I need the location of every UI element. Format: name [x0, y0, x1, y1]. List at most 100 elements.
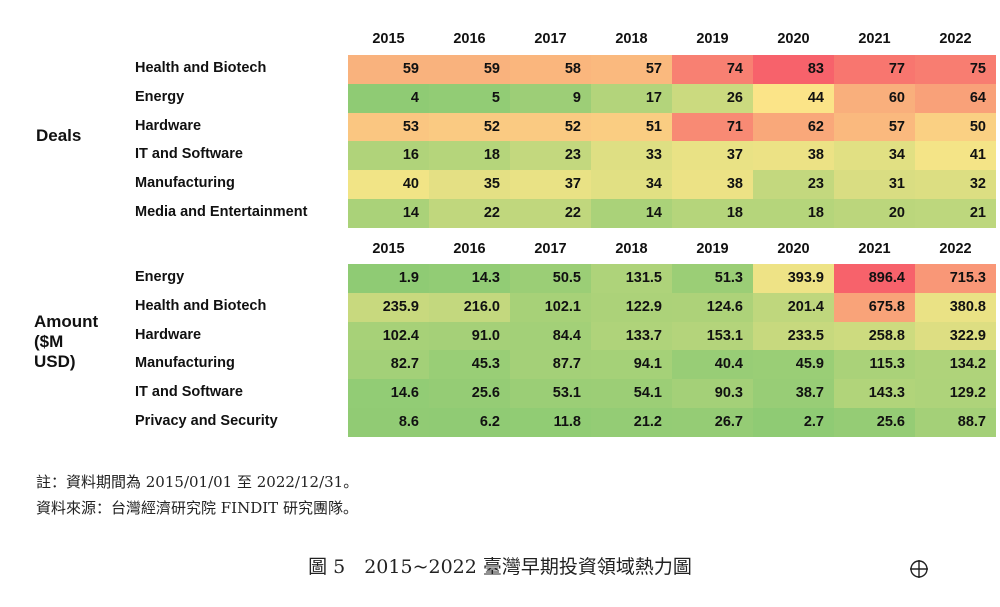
amount-cell: 380.8: [915, 292, 996, 322]
amount-year-header: 2015: [372, 241, 405, 257]
deals-cell: 9: [510, 83, 591, 113]
deals-year-header: 2019: [696, 31, 729, 47]
amount-year-header: 2016: [453, 241, 486, 257]
deals-row-label: Hardware: [135, 117, 202, 134]
deals-row-label: Media and Entertainment: [135, 204, 308, 220]
amount-cell: 14.6: [348, 379, 429, 408]
deals-cell: 41: [915, 141, 996, 171]
note-period: 註：資料期間為 2015/01/01 至 2022/12/31。: [36, 473, 359, 491]
deals-cell: 22: [429, 199, 510, 228]
amount-cell: 45.3: [429, 350, 510, 380]
amount-cell: 6.2: [429, 408, 510, 437]
amount-cell: 45.9: [753, 350, 834, 380]
amount-cell: 129.2: [915, 379, 996, 408]
amount-cell: 87.7: [510, 350, 591, 380]
deals-cell: 74: [672, 55, 753, 84]
amount-cell: 393.9: [753, 264, 834, 293]
amount-cell: 54.1: [591, 379, 672, 408]
deals-cell: 83: [753, 55, 834, 84]
deals-cell: 38: [753, 141, 834, 171]
deals-cell: 16: [348, 141, 429, 171]
amount-cell: 133.7: [591, 321, 672, 351]
amount-cell: 25.6: [834, 408, 915, 437]
amount-cell: 26.7: [672, 408, 753, 437]
amount-cell: 94.1: [591, 350, 672, 380]
amount-cell: 675.8: [834, 292, 915, 322]
amount-section-label: Amount ($M USD): [34, 312, 99, 371]
amount-row-label: IT and Software: [135, 384, 243, 401]
amount-cell: 14.3: [429, 264, 510, 293]
deals-cell: 34: [834, 141, 915, 171]
deals-cell: 59: [429, 55, 510, 84]
amount-year-header: 2019: [696, 241, 729, 257]
deals-cell: 23: [753, 170, 834, 199]
deals-cell: 4: [348, 83, 429, 113]
amount-cell: 102.1: [510, 292, 591, 322]
deals-cell: 35: [429, 170, 510, 199]
amount-row-label: Health and Biotech: [135, 297, 267, 314]
amount-cell: 25.6: [429, 379, 510, 408]
deals-cell: 58: [510, 55, 591, 84]
amount-cell: 50.5: [510, 264, 591, 293]
deals-cell: 59: [348, 55, 429, 84]
amount-cell: 82.7: [348, 350, 429, 380]
amount-cell: 84.4: [510, 321, 591, 351]
deals-cell: 77: [834, 55, 915, 84]
amount-year-header: 2017: [534, 241, 567, 257]
amount-cell: 88.7: [915, 408, 996, 437]
amount-cell: 715.3: [915, 264, 996, 293]
deals-row-label: Manufacturing: [135, 175, 235, 192]
deals-cell: 23: [510, 141, 591, 171]
deals-cell: 64: [915, 83, 996, 113]
deals-cell: 57: [834, 112, 915, 142]
amount-row-label: Energy: [135, 269, 185, 285]
deals-cell: 75: [915, 55, 996, 84]
figure-caption: 圖 5 2015~2022 臺灣早期投資領域熱力圖: [308, 556, 692, 578]
deals-cell: 21: [915, 199, 996, 228]
deals-cell: 18: [753, 199, 834, 228]
amount-cell: 124.6: [672, 292, 753, 322]
deals-cell: 50: [915, 112, 996, 142]
deals-cell: 17: [591, 83, 672, 113]
deals-cell: 33: [591, 141, 672, 171]
deals-cell: 18: [429, 141, 510, 171]
amount-year-header: 2018: [615, 241, 648, 257]
amount-cell: 1.9: [348, 264, 429, 293]
deals-cell: 31: [834, 170, 915, 199]
amount-cell: 143.3: [834, 379, 915, 408]
deals-year-header: 2017: [534, 31, 567, 47]
amount-cell: 235.9: [348, 292, 429, 322]
amount-year-header: 2020: [777, 241, 810, 257]
amount-cell: 90.3: [672, 379, 753, 408]
deals-year-header: 2016: [453, 31, 486, 47]
deals-cell: 57: [591, 55, 672, 84]
amount-cell: 322.9: [915, 321, 996, 351]
deals-cell: 52: [429, 112, 510, 142]
amount-cell: 53.1: [510, 379, 591, 408]
deals-row-label: Health and Biotech: [135, 60, 267, 76]
deals-cell: 20: [834, 199, 915, 228]
deals-cell: 37: [672, 141, 753, 171]
deals-section-label: Deals: [36, 126, 82, 145]
amount-year-header: 2022: [939, 241, 972, 257]
deals-cell: 18: [672, 199, 753, 228]
amount-row-label: Hardware: [135, 326, 202, 343]
deals-cell: 26: [672, 83, 753, 113]
deals-cell: 5: [429, 83, 510, 113]
amount-cell: 2.7: [753, 408, 834, 437]
amount-cell: 233.5: [753, 321, 834, 351]
amount-row-label: Privacy and Security: [135, 413, 278, 429]
amount-cell: 122.9: [591, 292, 672, 322]
amount-cell: 21.2: [591, 408, 672, 437]
deals-cell: 38: [672, 170, 753, 199]
deals-cell: 60: [834, 83, 915, 113]
note-source: 資料來源：台灣經濟研究院 FINDIT 研究團隊。: [36, 499, 358, 517]
amount-cell: 51.3: [672, 264, 753, 293]
deals-cell: 40: [348, 170, 429, 199]
deals-cell: 14: [591, 199, 672, 228]
deals-cell: 53: [348, 112, 429, 142]
amount-cell: 115.3: [834, 350, 915, 380]
amount-cell: 91.0: [429, 321, 510, 351]
deals-cell: 22: [510, 199, 591, 228]
amount-cell: 201.4: [753, 292, 834, 322]
